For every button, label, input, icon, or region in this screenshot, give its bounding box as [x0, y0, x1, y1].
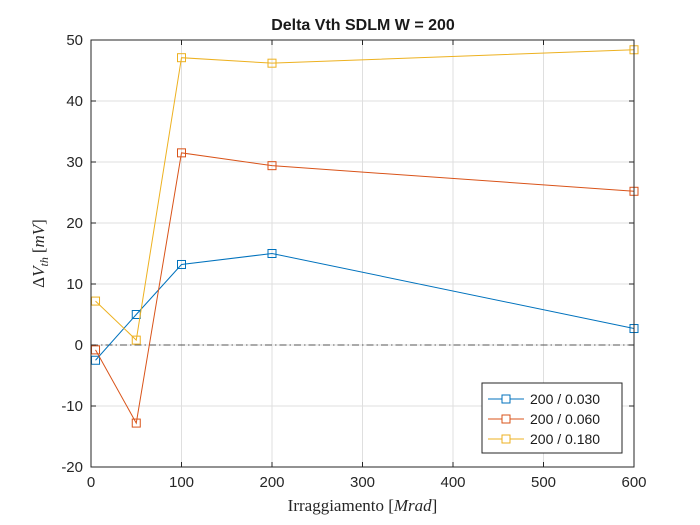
series-0: [91, 249, 639, 365]
y-tick-label-1: -10: [61, 398, 83, 415]
series-line-1: [95, 152, 635, 425]
x-tick-label-0: 0: [87, 474, 95, 491]
legend: 200 / 0.030 200 / 0.060 200 / 0.180: [481, 382, 623, 454]
x-tick-label-3: 300: [350, 474, 375, 491]
series-1-point-1: [131, 418, 141, 428]
series-1-point-2: [177, 148, 186, 158]
legend-marker-1: [501, 414, 511, 424]
legend-label-1: 200 / 0.060: [530, 411, 600, 427]
x-tick-label-4: 400: [440, 474, 465, 491]
x-axis-label-text: Irraggiamento [Mrad]: [288, 496, 438, 515]
x-tick-label-5: 500: [531, 474, 556, 491]
y-tick-label-3: 10: [66, 276, 83, 293]
y-tick-label-0: -20: [61, 459, 83, 476]
x-tick-label-2: 200: [259, 474, 284, 491]
grid: [90, 39, 635, 468]
x-axis-ticks: 0 100 200 300 400 500 600: [87, 40, 647, 491]
y-axis-ticks: -20 -10 0 10 20 30 40 50: [61, 32, 634, 476]
y-axis-label: ΔVth[mV]: [29, 219, 51, 288]
series-0-point-0: [91, 355, 101, 365]
y-tick-label-7: 50: [66, 32, 83, 49]
series-2: [91, 45, 639, 345]
series-2-point-1: [131, 335, 141, 345]
series-0-point-3: [267, 249, 277, 258]
x-tick-label-6: 600: [621, 474, 646, 491]
series-0-point-2: [177, 259, 186, 269]
series-2-point-0: [91, 296, 101, 306]
series-1-point-3: [267, 161, 277, 171]
series-2-point-3: [267, 58, 277, 68]
series-1-point-0: [91, 345, 101, 355]
legend-marker-0: [501, 394, 511, 404]
legend-label-2: 200 / 0.180: [530, 431, 600, 447]
legend-marker-2: [501, 434, 511, 444]
series-group: [91, 45, 639, 428]
y-tick-label-2: 0: [75, 337, 83, 354]
y-tick-label-6: 40: [66, 93, 83, 110]
y-tick-label-4: 20: [66, 215, 83, 232]
series-line-2: [95, 49, 635, 342]
y-tick-label-5: 30: [66, 154, 83, 171]
chart-title: Delta Vth SDLM W = 200: [271, 17, 455, 34]
legend-label-0: 200 / 0.030: [530, 391, 600, 407]
series-line-0: [95, 252, 635, 361]
series-2-point-2: [177, 53, 186, 63]
x-tick-label-1: 100: [169, 474, 194, 491]
x-axis-label: Irraggiamento [Mrad]: [288, 496, 438, 515]
y-axis-label-text: ΔVth[mV]: [29, 219, 51, 288]
